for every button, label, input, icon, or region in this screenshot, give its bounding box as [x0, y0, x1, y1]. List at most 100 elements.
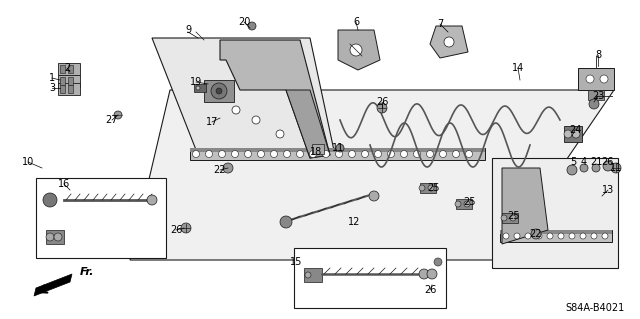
Text: 14: 14 — [512, 63, 524, 73]
Polygon shape — [338, 30, 380, 70]
Circle shape — [444, 37, 454, 47]
Text: 18: 18 — [310, 147, 322, 157]
Text: 20: 20 — [238, 17, 250, 27]
Bar — [60, 85, 65, 93]
Polygon shape — [286, 90, 330, 158]
Text: 25: 25 — [508, 211, 520, 221]
Text: 26: 26 — [601, 157, 613, 167]
Circle shape — [350, 44, 362, 56]
Circle shape — [193, 151, 200, 158]
Bar — [564, 126, 582, 142]
Circle shape — [181, 223, 191, 233]
Text: 2: 2 — [64, 63, 70, 73]
Bar — [420, 183, 436, 193]
Circle shape — [218, 151, 225, 158]
Circle shape — [514, 233, 520, 239]
Bar — [500, 230, 612, 242]
Circle shape — [465, 151, 472, 158]
Circle shape — [427, 269, 437, 279]
Text: 9: 9 — [185, 25, 191, 35]
Bar — [36, 178, 166, 258]
Text: 15: 15 — [290, 257, 302, 267]
Circle shape — [147, 195, 157, 205]
Bar — [588, 90, 604, 100]
Circle shape — [54, 233, 62, 241]
Circle shape — [440, 151, 447, 158]
Circle shape — [223, 163, 233, 173]
Circle shape — [564, 130, 572, 138]
Circle shape — [248, 22, 256, 30]
Bar — [68, 85, 73, 93]
Text: 4: 4 — [581, 157, 587, 167]
Text: 22: 22 — [214, 165, 227, 175]
Text: 12: 12 — [348, 217, 360, 227]
Circle shape — [252, 116, 260, 124]
Text: 16: 16 — [58, 179, 70, 189]
Circle shape — [464, 201, 470, 207]
Circle shape — [536, 233, 542, 239]
Polygon shape — [220, 40, 330, 158]
Bar — [456, 199, 472, 209]
Circle shape — [452, 151, 460, 158]
Circle shape — [591, 233, 597, 239]
Circle shape — [501, 215, 507, 221]
Text: 13: 13 — [602, 185, 614, 195]
Circle shape — [244, 151, 252, 158]
Text: 19: 19 — [190, 77, 202, 87]
Text: 6: 6 — [353, 17, 359, 27]
Circle shape — [611, 163, 621, 173]
Circle shape — [369, 191, 379, 201]
Circle shape — [434, 258, 442, 266]
Text: 23: 23 — [592, 91, 604, 101]
Bar — [190, 148, 485, 160]
Bar — [500, 230, 612, 234]
Text: 21: 21 — [590, 157, 602, 167]
Text: 5: 5 — [570, 157, 576, 167]
Bar — [58, 63, 80, 75]
Circle shape — [531, 229, 541, 239]
Text: 26: 26 — [170, 225, 182, 235]
Circle shape — [600, 75, 608, 83]
Text: 27: 27 — [106, 115, 118, 125]
Circle shape — [580, 233, 586, 239]
Circle shape — [425, 283, 435, 293]
Circle shape — [323, 151, 330, 158]
Circle shape — [567, 165, 577, 175]
Circle shape — [426, 151, 433, 158]
Bar — [502, 213, 518, 223]
Circle shape — [503, 233, 509, 239]
Bar — [294, 248, 446, 308]
Circle shape — [510, 215, 516, 221]
Circle shape — [114, 111, 122, 119]
Text: 1: 1 — [49, 73, 55, 83]
Bar — [204, 80, 234, 102]
Bar — [68, 77, 73, 85]
Text: 11: 11 — [610, 163, 622, 173]
Circle shape — [572, 130, 580, 138]
Circle shape — [362, 151, 369, 158]
Bar — [60, 65, 65, 73]
Circle shape — [387, 151, 394, 158]
Text: 25: 25 — [428, 183, 440, 193]
Circle shape — [349, 151, 355, 158]
Circle shape — [335, 151, 342, 158]
Polygon shape — [152, 38, 336, 160]
Bar — [312, 144, 324, 154]
Bar — [58, 83, 80, 95]
Circle shape — [413, 151, 420, 158]
Bar — [68, 65, 73, 73]
Circle shape — [305, 272, 311, 278]
Bar — [58, 75, 80, 87]
Bar — [190, 148, 485, 152]
Text: 22: 22 — [530, 229, 542, 239]
Circle shape — [374, 151, 381, 158]
Text: 8: 8 — [595, 50, 601, 60]
Polygon shape — [130, 90, 614, 260]
Text: 11: 11 — [332, 143, 344, 153]
Circle shape — [257, 151, 264, 158]
Circle shape — [46, 233, 54, 241]
Polygon shape — [34, 274, 72, 296]
Circle shape — [232, 151, 239, 158]
Circle shape — [276, 130, 284, 138]
Circle shape — [280, 216, 292, 228]
